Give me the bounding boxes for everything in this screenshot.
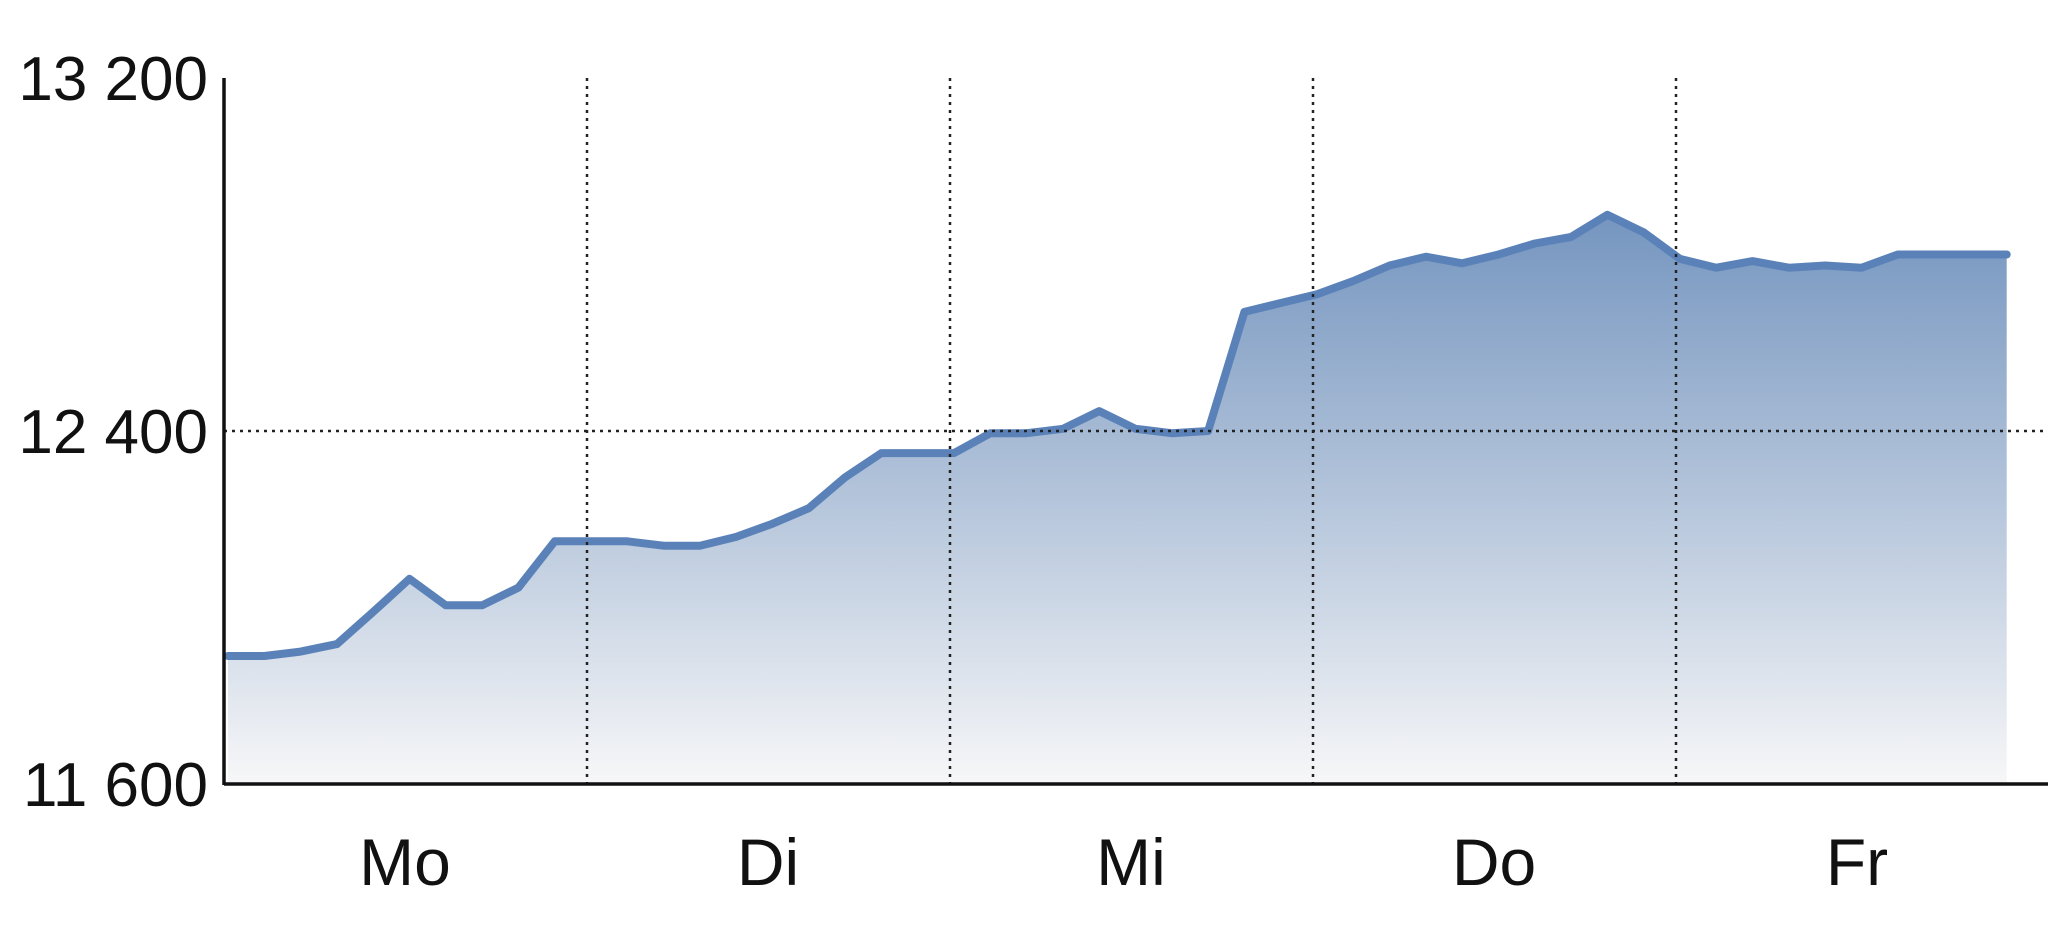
series-line (224, 210, 2011, 660)
y-tick-label: 12 400 (18, 398, 208, 467)
axes (222, 78, 2048, 786)
area-fill (228, 214, 2007, 785)
axis-labels: 11 600 12 400 13 200 Mo Di Mi Do Fr (18, 45, 1888, 899)
x-tick-label: Di (737, 825, 799, 899)
y-tick-label: 13 200 (18, 45, 208, 114)
x-tick-label: Do (1452, 825, 1536, 899)
x-tick-label: Mi (1096, 825, 1166, 899)
x-tick-label: Fr (1826, 825, 1888, 899)
gridlines (224, 78, 2048, 784)
y-tick-label: 11 600 (23, 751, 208, 820)
x-tick-label: Mo (359, 825, 451, 899)
plot-area (224, 210, 2011, 785)
